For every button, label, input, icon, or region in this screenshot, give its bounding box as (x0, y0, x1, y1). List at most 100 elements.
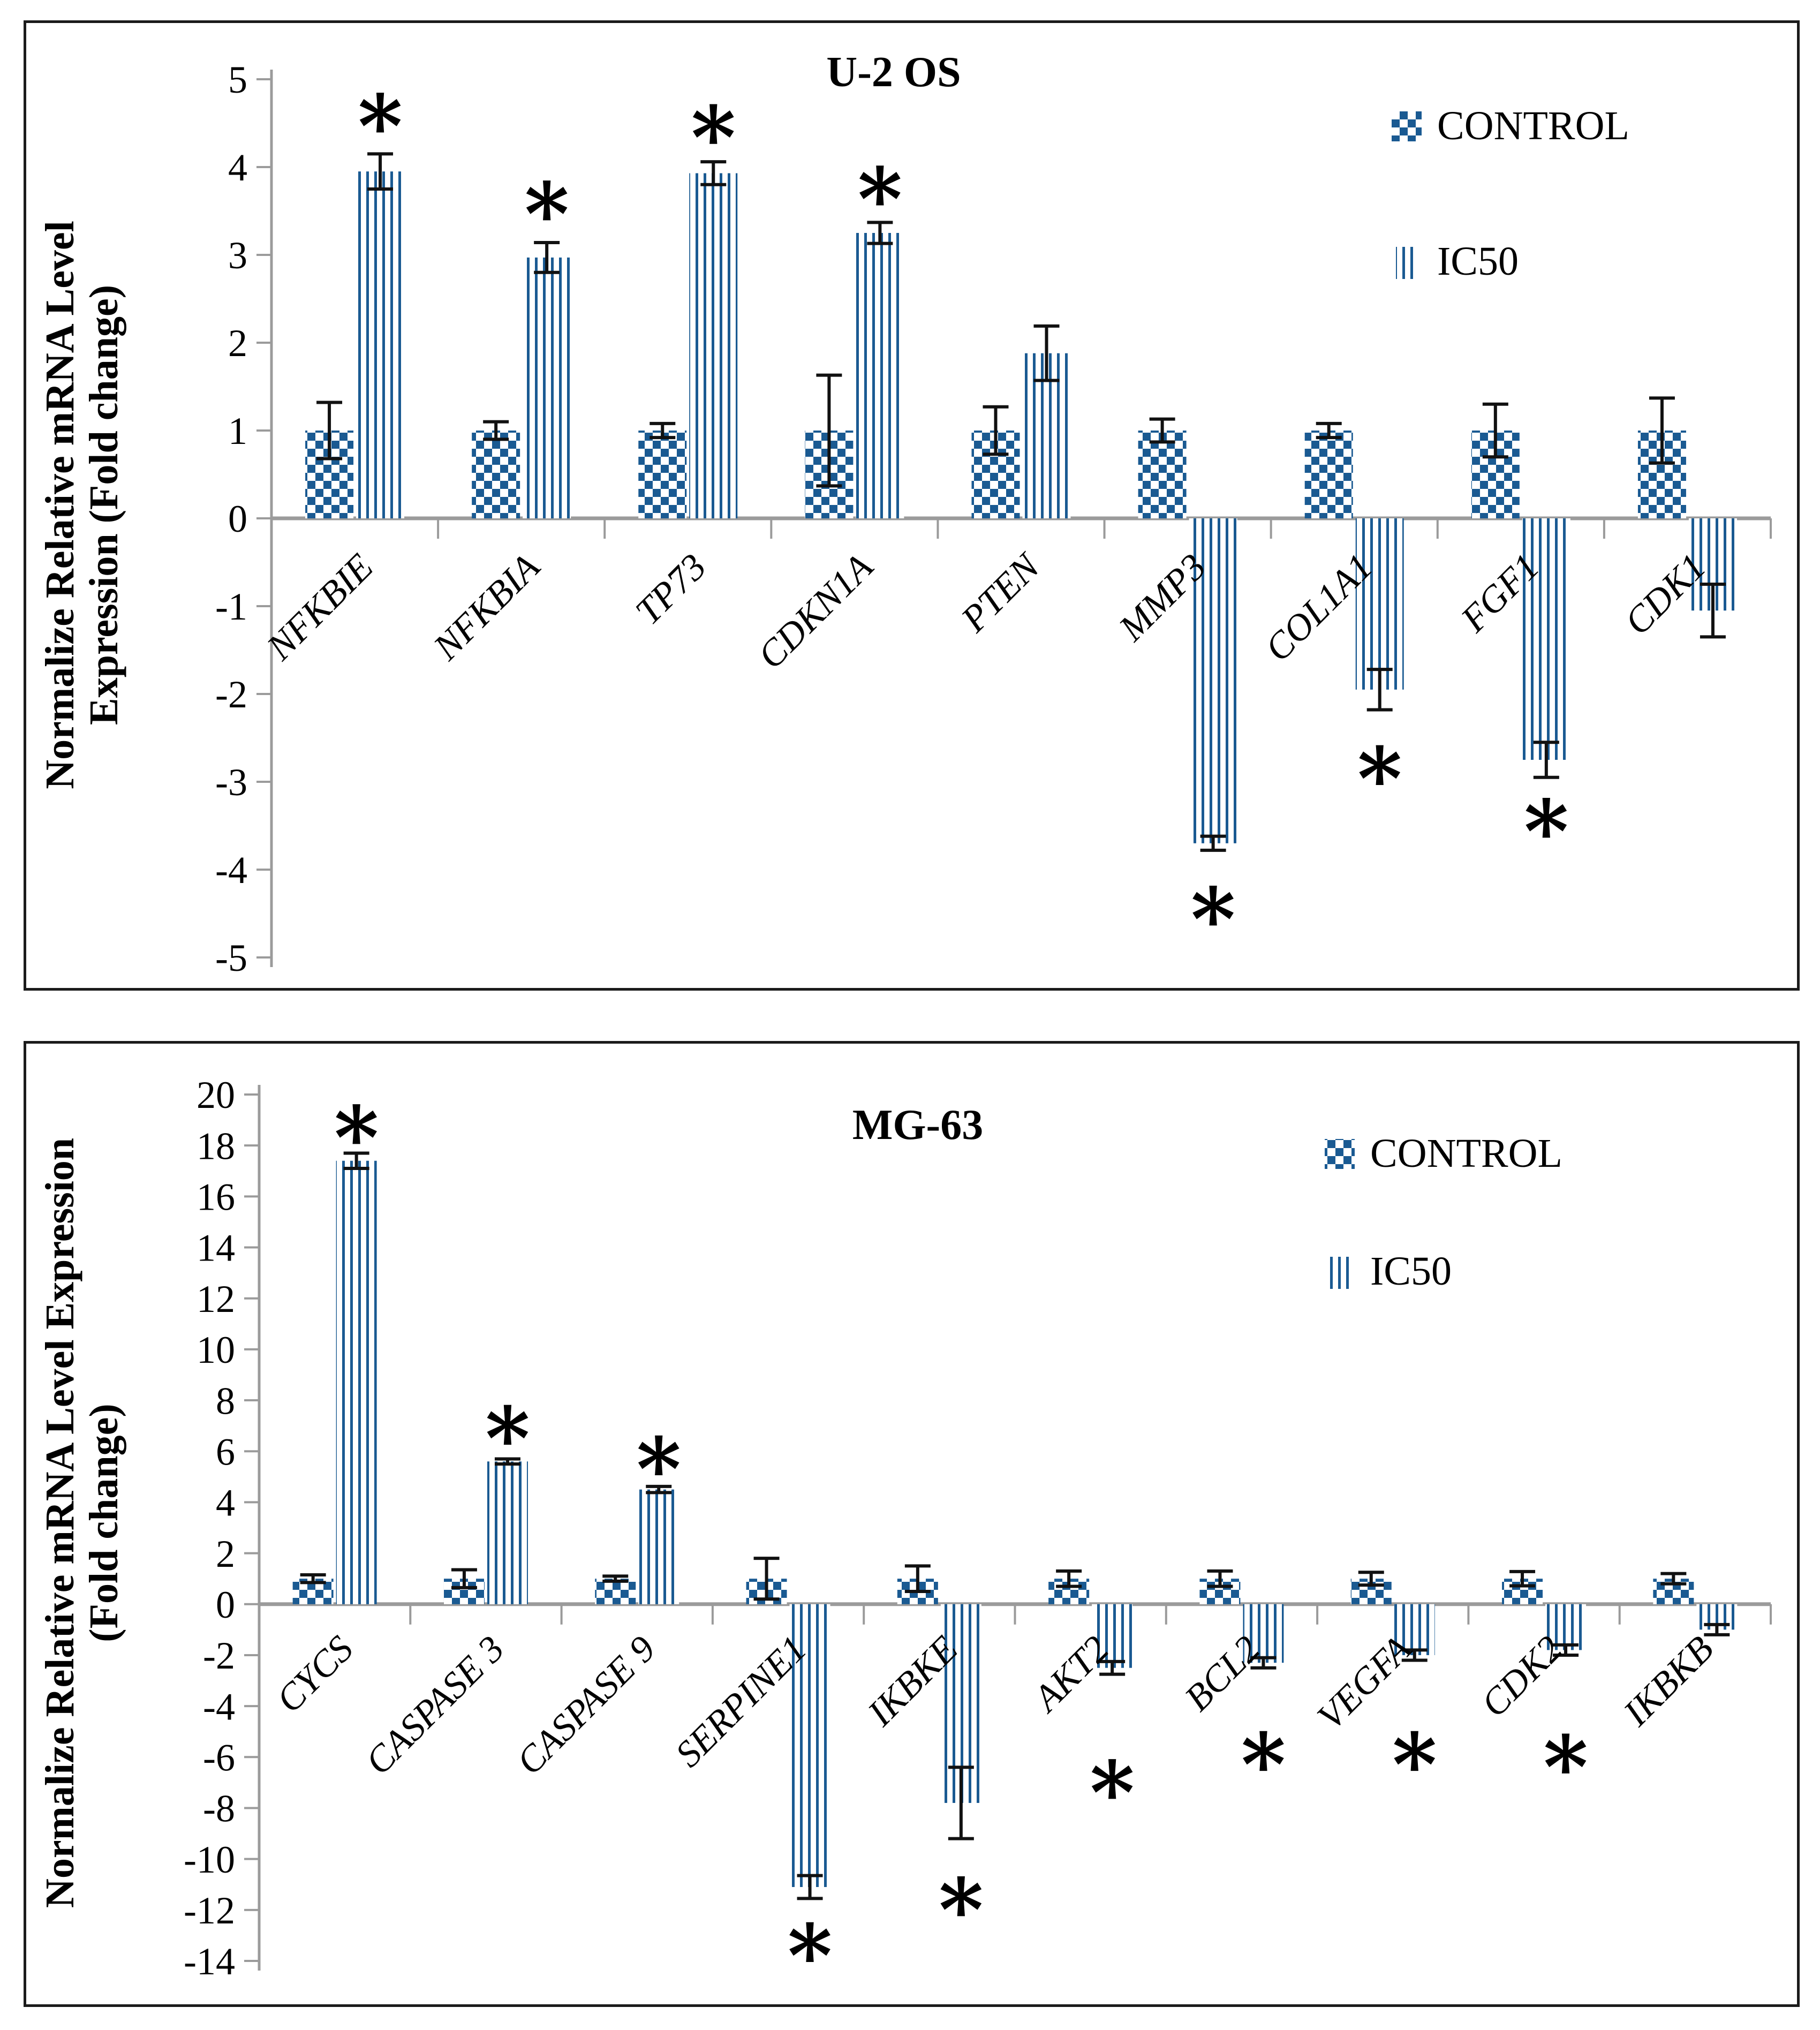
y-axis-label-line1: Normalize Relative mRNA Level (37, 221, 82, 789)
y-tick-label-6: 6 (216, 1430, 235, 1473)
bar-ic50-bcl2 (1243, 1604, 1284, 1663)
error-bar-ic50-caspase-9 (646, 1484, 672, 1495)
bar-control-nfkbia (472, 431, 520, 518)
legend-control-swatch (1325, 1139, 1355, 1169)
x-label-tp73: TP73 (628, 546, 714, 633)
error-bar-control-fgf1 (1482, 402, 1508, 459)
y-tick-label-14: 14 (197, 1227, 235, 1270)
bar-ic50-nfkbie (356, 171, 405, 518)
error-bar-ic50-akt2 (1099, 1659, 1126, 1676)
y-tick-label-0: 0 (228, 497, 247, 540)
significance-asterisk-vegfa: * (1392, 1715, 1437, 1815)
error-bar-control-ikbke (904, 1564, 931, 1593)
y-tick-label--2: -2 (203, 1634, 235, 1677)
legend: CONTROL IC50 (1392, 103, 1629, 284)
error-bar-ic50-nfkbie (367, 152, 394, 191)
y-tick-label-12: 12 (197, 1278, 235, 1320)
y-axis-label-line2: (Fold change) (81, 1403, 126, 1642)
chart-title: MG-63 (852, 1101, 983, 1149)
y-tick-label-2: 2 (228, 322, 247, 365)
significance-asterisk-col1a1: * (1357, 728, 1402, 829)
bar-ic50-nfkbia (523, 257, 571, 518)
x-label-caspase-3: CASPASE 3 (358, 1628, 512, 1783)
significance-asterisk-nfkbia: * (524, 164, 569, 265)
error-bar-control-ikbkb (1660, 1572, 1687, 1586)
error-bar-ic50-ikbkb (1704, 1623, 1730, 1636)
error-bar-ic50-tp73 (700, 160, 727, 186)
error-bar-ic50-nfkbia (534, 241, 560, 274)
u2os-chart-panel: 5 4 3 2 1 0 -1 -2 -3 -4 -5 * NFKBIE * NFKBIA * TP73 * CDKN… (24, 20, 1800, 991)
y-tick-label-5: 5 (228, 58, 247, 101)
bar-ic50-caspase-3 (487, 1461, 528, 1604)
y-tick-label-16: 16 (197, 1176, 235, 1219)
y-tick-label--6: -6 (203, 1736, 235, 1779)
error-bar-ic50-fgf1 (1533, 741, 1559, 779)
error-bar-control-col1a1 (1316, 421, 1342, 440)
error-bar-control-caspase-9 (602, 1574, 629, 1583)
error-bar-ic50-cdk2 (1553, 1643, 1579, 1657)
error-bar-control-bcl2 (1207, 1569, 1233, 1588)
bar-control-caspase-9 (595, 1579, 636, 1604)
error-bar-ic50-bcl2 (1250, 1656, 1277, 1670)
legend-control-label: CONTROL (1370, 1131, 1562, 1176)
x-label-nfkbie: NFKBIE (259, 546, 381, 668)
error-bar-control-akt2 (1056, 1569, 1082, 1588)
significance-asterisk-nfkbie: * (358, 76, 403, 177)
error-bar-ic50-cdkn1a (867, 221, 893, 245)
y-tick-label-10: 10 (197, 1329, 235, 1371)
significance-asterisk-serpine1: * (788, 1905, 833, 2004)
y-tick-label-20: 20 (197, 1074, 235, 1116)
error-bar-ic50-cycs (343, 1151, 369, 1171)
significance-asterisk-tp73: * (691, 87, 736, 188)
error-bar-control-tp73 (650, 421, 676, 440)
legend-control-swatch (1392, 111, 1422, 141)
legend-ic50-swatch (1396, 247, 1418, 279)
error-bar-control-cdkn1a (816, 373, 842, 488)
bar-control-col1a1 (1304, 431, 1353, 518)
significance-asterisk-cdk2: * (1543, 1717, 1588, 1817)
bar-ic50-vegfa (1394, 1604, 1435, 1655)
legend-control-label: CONTROL (1437, 103, 1629, 148)
bar-ic50-akt2 (1092, 1604, 1133, 1668)
bar-ic50-mmp3 (1189, 518, 1237, 843)
y-axis-label-line1: Normalize Relative mRNA Level Expression (37, 1138, 82, 1908)
x-label-pten: PTEN (953, 545, 1049, 641)
y-tick-label--1: -1 (215, 585, 247, 628)
y-tick-label--12: -12 (184, 1889, 235, 1932)
x-label-cycs: CYCS (269, 1628, 361, 1721)
bar-control-tp73 (638, 431, 687, 518)
error-bar-control-mmp3 (1149, 417, 1175, 444)
legend-ic50-label: IC50 (1437, 239, 1519, 284)
legend: CONTROL IC50 (1325, 1131, 1562, 1294)
error-bar-ic50-col1a1 (1366, 668, 1393, 712)
error-bar-ic50-caspase-3 (494, 1457, 520, 1466)
significance-asterisk-caspase-9: * (636, 1419, 681, 1520)
x-label-nfkbia: NFKBIA (426, 546, 548, 669)
error-bar-ic50-cdk1 (1700, 583, 1726, 639)
error-bar-control-caspase-3 (451, 1568, 477, 1589)
error-bar-control-nfkbie (316, 401, 343, 461)
error-bar-control-nfkbia (483, 420, 509, 441)
significance-asterisk-cdkn1a: * (858, 149, 903, 250)
y-tick-label-1: 1 (228, 410, 247, 452)
significance-asterisk-fgf1: * (1524, 781, 1569, 882)
bar-ic50-cdkn1a (856, 233, 904, 518)
y-tick-label-3: 3 (228, 234, 247, 277)
y-tick-label--2: -2 (215, 673, 247, 716)
bar-ic50-cycs (336, 1160, 377, 1604)
significance-asterisk-cycs: * (334, 1088, 379, 1188)
bar-ic50-cdk2 (1545, 1604, 1587, 1650)
y-tick-label-8: 8 (216, 1379, 235, 1422)
bar-ic50-caspase-9 (638, 1489, 679, 1604)
error-bar-control-serpine1 (753, 1557, 780, 1601)
error-bar-control-pten (983, 405, 1009, 456)
bar-ic50-tp73 (689, 173, 738, 519)
u2os-chart: 5 4 3 2 1 0 -1 -2 -3 -4 -5 * NFKBIE * NFKBIA * TP73 * CDKN… (37, 49, 1772, 979)
y-tick-label-18: 18 (197, 1125, 235, 1167)
error-bar-ic50-vegfa (1401, 1648, 1428, 1662)
bar-ic50-fgf1 (1522, 518, 1570, 760)
error-bar-ic50-mmp3 (1200, 834, 1226, 852)
significance-asterisk-caspase-3: * (485, 1388, 530, 1489)
error-bar-control-cdk2 (1509, 1569, 1536, 1588)
